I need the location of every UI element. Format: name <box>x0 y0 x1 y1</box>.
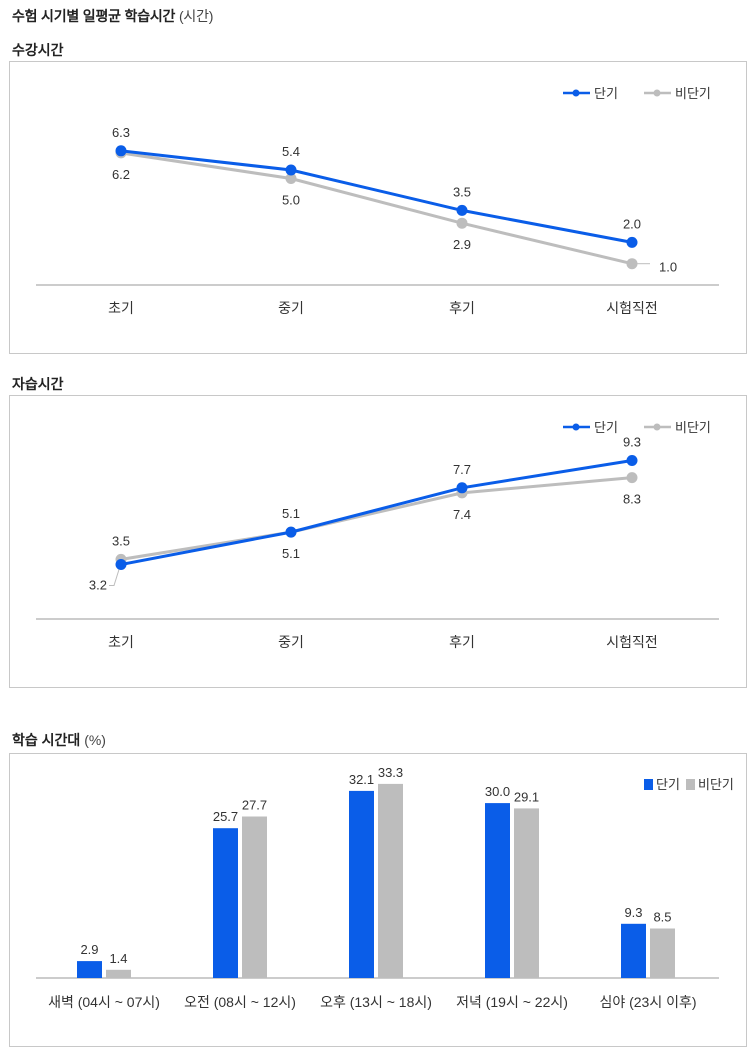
timeslot-bar-non <box>650 928 675 978</box>
timeslot-bar-short <box>485 803 510 978</box>
lecture-non-data-label: 1.0 <box>659 260 677 275</box>
lecture-short-point <box>456 204 468 216</box>
timeslot-legend-non-label: 비단기 <box>698 777 734 792</box>
self-non-data-label: 5.1 <box>282 506 300 521</box>
lecture-chart-title: 수강시간 <box>12 42 64 58</box>
self-short-data-label: 7.7 <box>453 462 471 477</box>
lecture-short-point <box>115 145 127 157</box>
lecture-line-chart: 초기 중기 후기 시험직전 6.3 5.4 3.5 2.0 6.2 5.0 2.9 1.0 단기 비단기 <box>36 86 719 316</box>
timeslot-chart-unit: (%) <box>84 732 106 748</box>
timeslot-bar-short <box>77 961 102 978</box>
self-study-line-chart: 초기 중기 후기 시험직전 3.2 5.1 7.7 9.3 3.5 5.1 7.4 8.3 단기 비단기 <box>36 420 719 650</box>
timeslot-x-tick-label: 저녁 (19시 ~ 22시) <box>456 994 568 1010</box>
self-short-data-label: 9.3 <box>623 435 641 450</box>
self-study-chart-panel: 초기 중기 후기 시험직전 3.2 5.1 7.7 9.3 3.5 5.1 7.4 8.3 단기 비단기 <box>9 395 747 688</box>
lecture-short-data-label: 5.4 <box>282 144 300 159</box>
self-non-data-label: 3.5 <box>112 533 130 548</box>
self-short-data-label: 3.2 <box>89 578 107 593</box>
timeslot-chart-title: 학습 시간대 (%) <box>12 732 106 748</box>
page-title-unit: (시간) <box>178 8 214 24</box>
self-x-tick-label: 시험직전 <box>606 634 658 650</box>
self-non-point <box>626 472 638 484</box>
timeslot-bar-short <box>349 790 374 978</box>
timeslot-legend-short-swatch <box>644 779 653 790</box>
self-x-tick-label: 후기 <box>449 634 475 650</box>
page-title: 수험 시기별 일평균 학습시간 (시간) <box>12 8 214 24</box>
timeslot-legend-non-swatch <box>686 779 695 790</box>
lecture-legend-short-label: 단기 <box>594 86 618 101</box>
timeslot-non-data-label: 33.3 <box>378 765 403 780</box>
lecture-chart-panel: 초기 중기 후기 시험직전 6.3 5.4 3.5 2.0 6.2 5.0 2.9 1.0 단기 비단기 <box>9 61 747 354</box>
lecture-legend-non-label: 비단기 <box>675 86 711 101</box>
lecture-x-tick-label: 시험직전 <box>606 300 658 316</box>
lecture-x-tick-label: 중기 <box>278 300 304 316</box>
self-short-point <box>115 559 127 570</box>
self-legend-short-label: 단기 <box>594 420 618 435</box>
timeslot-chart-panel: 새벽 (04시 ~ 07시) 오전 (08시 ~ 12시) 오후 (13시 ~ 18… <box>9 753 747 1047</box>
self-legend-short-marker <box>572 423 580 431</box>
timeslot-short-data-label: 30.0 <box>485 784 510 799</box>
timeslot-x-tick-label: 새벽 (04시 ~ 07시) <box>48 994 160 1010</box>
lecture-short-data-label: 6.3 <box>112 125 130 140</box>
self-short-point <box>456 482 468 494</box>
timeslot-non-data-label: 8.5 <box>653 910 671 925</box>
self-short-point <box>626 455 638 466</box>
lecture-short-point <box>285 164 297 176</box>
lecture-non-data-label: 6.2 <box>112 167 130 182</box>
timeslot-short-data-label: 25.7 <box>213 809 238 824</box>
self-label-leader-line <box>109 569 120 586</box>
lecture-short-data-label: 3.5 <box>453 184 471 199</box>
lecture-series-non-line <box>120 151 633 266</box>
lecture-legend-non-marker <box>653 89 661 97</box>
lecture-non-point <box>456 217 468 229</box>
timeslot-bar-short <box>213 828 238 978</box>
timeslot-x-tick-label: 오전 (08시 ~ 12시) <box>184 994 296 1010</box>
self-series-short-line <box>120 459 633 566</box>
timeslot-bar-non <box>242 816 267 978</box>
timeslot-bar-non <box>378 783 403 978</box>
lecture-non-data-label: 5.0 <box>282 193 300 208</box>
lecture-short-data-label: 2.0 <box>623 216 641 231</box>
self-non-data-label: 7.4 <box>453 507 471 522</box>
self-x-tick-label: 초기 <box>108 634 134 650</box>
timeslot-non-data-label: 29.1 <box>514 789 539 804</box>
timeslot-x-tick-label: 심야 (23시 이후) <box>599 994 696 1010</box>
self-short-data-label: 5.1 <box>282 546 300 561</box>
timeslot-legend-short-label: 단기 <box>656 777 680 792</box>
self-legend-non-marker <box>653 423 661 431</box>
timeslot-non-data-label: 1.4 <box>109 951 127 966</box>
lecture-non-point <box>285 173 297 184</box>
timeslot-non-data-label: 27.7 <box>242 798 267 813</box>
timeslot-bar-non <box>106 969 131 978</box>
self-series-non-line <box>120 476 633 561</box>
lecture-legend-short-marker <box>572 89 580 97</box>
self-legend-non-label: 비단기 <box>675 420 711 435</box>
timeslot-short-data-label: 32.1 <box>349 772 374 787</box>
self-short-point <box>285 526 297 538</box>
timeslot-bar-chart: 새벽 (04시 ~ 07시) 오전 (08시 ~ 12시) 오후 (13시 ~ 18… <box>36 765 734 1010</box>
timeslot-x-tick-label: 오후 (13시 ~ 18시) <box>320 994 432 1010</box>
self-chart-title: 자습시간 <box>12 376 64 392</box>
lecture-x-tick-label: 후기 <box>449 300 475 316</box>
timeslot-short-data-label: 9.3 <box>624 905 642 920</box>
lecture-x-tick-label: 초기 <box>108 300 134 316</box>
timeslot-short-data-label: 2.9 <box>80 942 98 957</box>
lecture-series-short-line <box>120 149 633 244</box>
lecture-non-point <box>626 258 638 270</box>
lecture-non-data-label: 2.9 <box>453 237 471 252</box>
self-x-tick-label: 중기 <box>278 634 304 650</box>
self-non-data-label: 8.3 <box>623 492 641 507</box>
timeslot-bar-short <box>621 923 646 978</box>
timeslot-bar-non <box>514 808 539 978</box>
lecture-short-point <box>626 236 638 248</box>
